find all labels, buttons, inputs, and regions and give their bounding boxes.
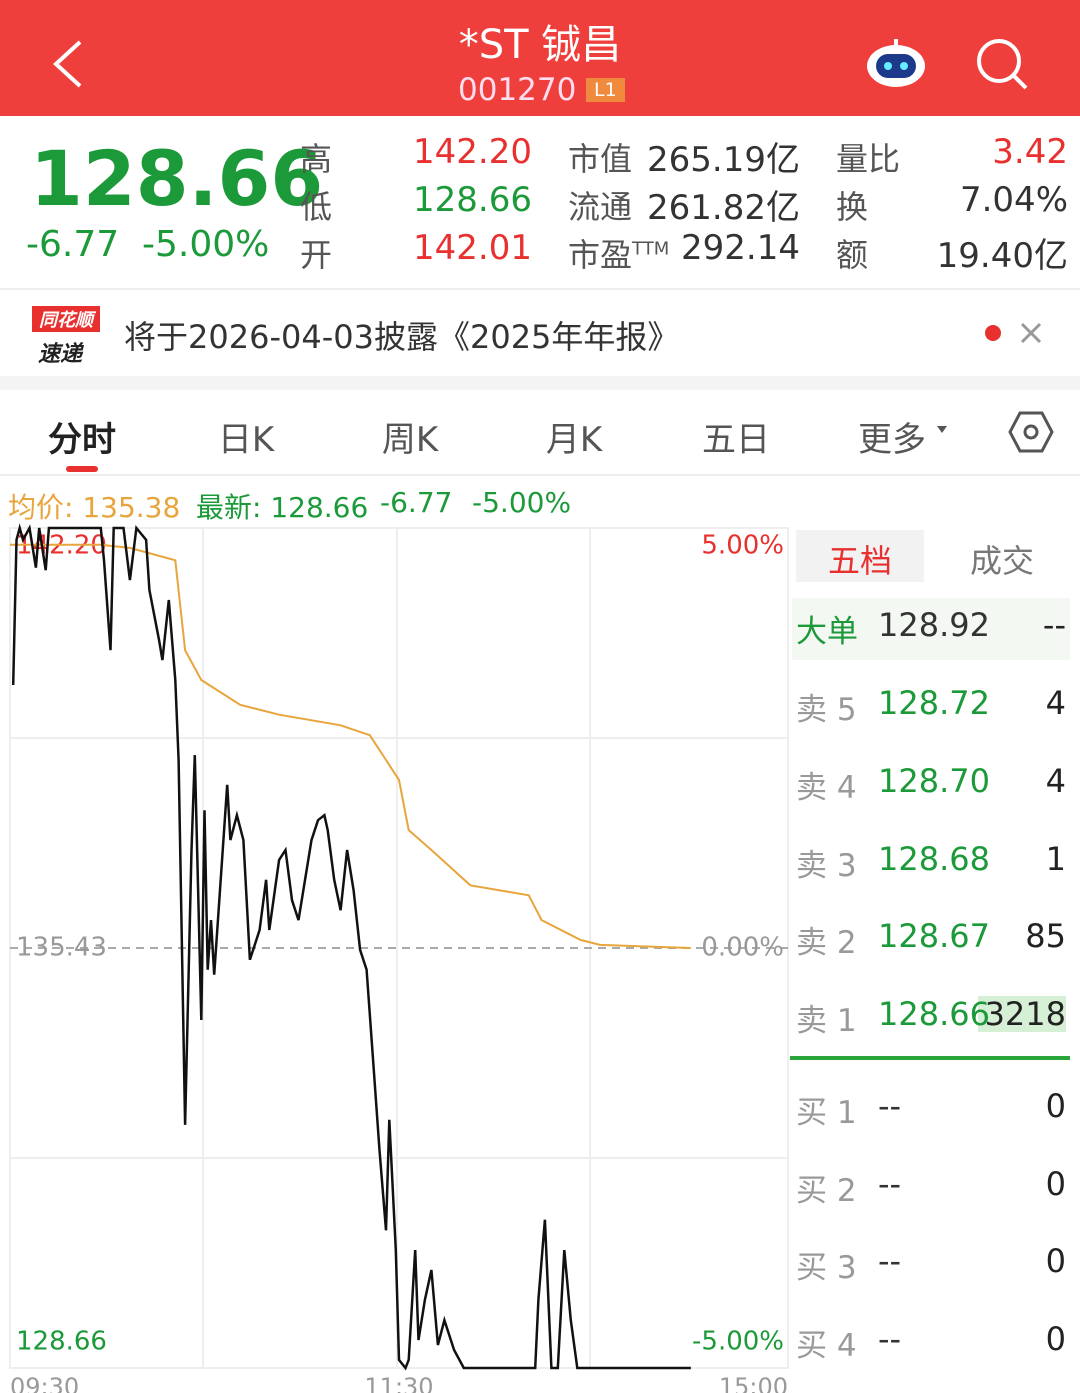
- order-volume: 4: [1045, 761, 1066, 800]
- order-volume: 0: [1045, 1242, 1066, 1281]
- period-tab[interactable]: 周K: [381, 420, 439, 460]
- stat-label: 高: [300, 140, 333, 178]
- close-button[interactable]: [1020, 322, 1042, 344]
- order-price: --: [878, 1164, 902, 1203]
- active-tab-bg: [796, 530, 924, 582]
- order-price: 128.70: [878, 761, 990, 800]
- period-tab[interactable]: 分时: [48, 420, 116, 460]
- order-label: 卖 3: [796, 847, 857, 884]
- unread-dot: [985, 325, 1001, 341]
- order-volume: 0: [1045, 1087, 1066, 1125]
- order-price: 128.68: [878, 839, 990, 878]
- spread-line: [790, 1056, 1070, 1060]
- order-label: 买 3: [796, 1250, 857, 1287]
- order-volume: --: [1042, 606, 1066, 644]
- y-tick-label: 128.66: [16, 1327, 107, 1357]
- volume-bar: [978, 996, 1066, 1032]
- stat-value: 261.82亿: [647, 188, 800, 228]
- more-caret: [937, 426, 947, 433]
- search-button[interactable]: [974, 36, 1030, 92]
- stat-value: 7.04%: [959, 180, 1068, 220]
- y-tick-label: 135.43: [16, 933, 107, 963]
- big-order-bg: [792, 598, 1070, 660]
- logo-bottom: 速递: [38, 342, 83, 367]
- stat-label: 低: [300, 188, 333, 226]
- order-volume: 85: [1025, 917, 1066, 956]
- stat-value: 128.66: [413, 180, 532, 220]
- order-price: 128.67: [878, 917, 990, 956]
- divider: [0, 474, 1080, 476]
- period-tab[interactable]: 日K: [217, 420, 275, 460]
- back-button[interactable]: [50, 38, 86, 90]
- stat-label-sup: TTM: [632, 238, 670, 260]
- order-tab[interactable]: 成交: [970, 542, 1035, 580]
- stat-label: 换: [836, 188, 869, 226]
- order-label: 卖 1: [796, 1003, 857, 1040]
- assistant-icon[interactable]: [864, 36, 928, 90]
- header-bar: *ST 铖昌 001270 L1: [0, 0, 1080, 116]
- order-volume: 0: [1045, 1164, 1066, 1203]
- notice-text[interactable]: 将于2026-04-03披露《2025年年报》: [124, 318, 680, 356]
- y2-tick-label: 0.00%: [701, 933, 784, 963]
- order-volume: 1: [1045, 839, 1066, 878]
- stat-label: 流通: [568, 188, 633, 226]
- order-price: --: [878, 1319, 902, 1358]
- order-label: 卖 4: [796, 769, 857, 806]
- order-label: 卖 2: [796, 925, 857, 962]
- order-label: 买 4: [796, 1327, 857, 1364]
- stat-value: 19.40亿: [936, 236, 1068, 276]
- stat-label: 额: [836, 236, 869, 274]
- level-badge: L1: [586, 78, 625, 102]
- last-price: 128.66: [30, 134, 324, 223]
- order-volume: 4: [1045, 684, 1066, 722]
- stat-value: 142.20: [413, 132, 532, 172]
- order-label: 大单: [796, 614, 858, 650]
- price-change: -6.77: [26, 224, 120, 265]
- order-volume: 0: [1045, 1319, 1066, 1358]
- section-gap: [0, 376, 1080, 390]
- stock-code: 001270: [458, 72, 577, 108]
- order-volume: 3218: [984, 995, 1066, 1034]
- stat-value: 3.42: [992, 132, 1068, 172]
- stat-value: 292.14: [681, 228, 800, 268]
- order-label: 卖 5: [796, 692, 857, 728]
- order-label: 买 1: [796, 1095, 857, 1131]
- divider: [0, 288, 1080, 290]
- latest-change: -6.77: [380, 486, 453, 519]
- stat-value: 142.01: [413, 228, 532, 268]
- stat-label: 市盈TTM: [568, 236, 670, 274]
- avg-price: 均价: 135.38: [8, 491, 181, 524]
- stat-label: 开: [300, 236, 333, 274]
- stat-label: 市值: [568, 140, 633, 178]
- x-tick-label: 09:30: [10, 1373, 79, 1393]
- latest-change-pct: -5.00%: [472, 486, 572, 519]
- avg-price-line: [10, 543, 691, 949]
- y2-tick-label: 5.00%: [701, 531, 784, 561]
- stat-value: 265.19亿: [647, 140, 800, 180]
- price-change-pct: -5.00%: [142, 224, 270, 265]
- order-price: 128.92: [878, 606, 990, 644]
- x-tick-label: 15:00: [719, 1373, 788, 1393]
- period-tab[interactable]: 五日: [702, 420, 770, 460]
- latest-price: 最新: 128.66: [196, 491, 369, 524]
- logo-top: 同花顺: [32, 306, 100, 332]
- stat-label: 量比: [836, 140, 901, 178]
- order-label: 买 2: [796, 1172, 857, 1209]
- stock-name: *ST 铖昌: [458, 22, 622, 68]
- settings-button[interactable]: [1008, 410, 1054, 454]
- period-tab[interactable]: 月K: [545, 420, 603, 460]
- tab-indicator: [66, 466, 98, 472]
- period-tab[interactable]: 更多: [858, 420, 926, 460]
- order-price: 128.66: [878, 995, 990, 1034]
- order-price: --: [878, 1242, 902, 1281]
- price-line: [11, 523, 691, 1371]
- order-price: --: [878, 1087, 902, 1125]
- order-tab[interactable]: 五档: [828, 542, 893, 580]
- y2-tick-label: -5.00%: [692, 1327, 784, 1357]
- x-tick-label: 11:30: [364, 1373, 433, 1393]
- order-price: 128.72: [878, 684, 990, 722]
